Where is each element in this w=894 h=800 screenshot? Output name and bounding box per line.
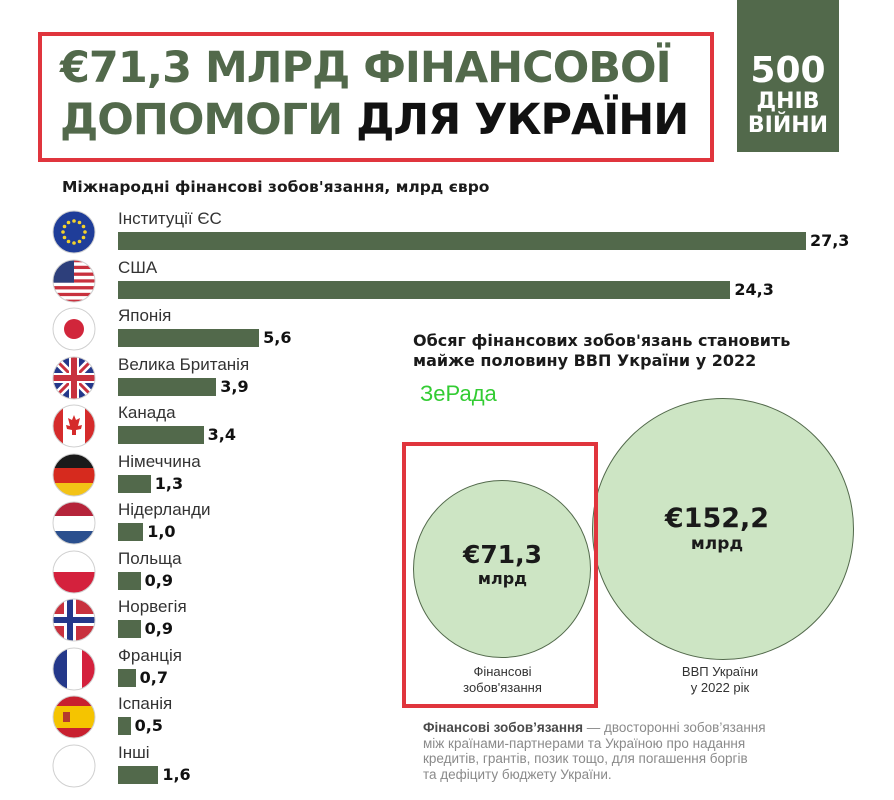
bar-row: Франція 0,7 (0, 646, 894, 694)
title-box: €71,3 МЛРД ФІНАНСОВОЇ ДОПОМОГИ ДЛЯ УКРАЇ… (38, 32, 714, 162)
bar-category-label: Канада (118, 403, 176, 422)
bar-value-label: 27,3 (809, 231, 850, 250)
bar-category-label: США (118, 257, 158, 277)
commitments-highlight-box (402, 442, 598, 708)
commitments-circle (413, 480, 591, 658)
badge-number: 500 (750, 50, 826, 91)
commitments-caption: Фінансові зобов'язання (430, 664, 575, 696)
bar-row: Нідерланди 1,0 (0, 500, 894, 548)
gdp-value: €152,2 (664, 503, 770, 534)
bar (118, 377, 217, 396)
bar-value-label: 0,7 (139, 667, 168, 687)
commitments-caption-line1: Фінансові (473, 664, 532, 679)
bar-row: Німеччина 1,3 (0, 452, 894, 500)
bar (118, 232, 806, 250)
commitments-value-block: €71,3 млрд (430, 540, 575, 589)
bar-row: Норвегія 0,9 (0, 597, 894, 645)
gdp-circle (592, 398, 854, 660)
page-title-line2: ДОПОМОГИ ДЛЯ УКРАЇНИ (60, 94, 689, 146)
japan-flag-icon (52, 307, 96, 351)
bar (118, 668, 136, 687)
badge-word-days: ДНІВ (756, 89, 820, 114)
other-flag-icon (52, 744, 96, 788)
bar-value-label: 0,9 (144, 570, 174, 590)
netherlands-flag-icon (52, 501, 96, 545)
bar-row: США 24,3 (0, 258, 894, 306)
bar-value-label: 1,3 (154, 473, 184, 493)
days-of-war-badge: 500 ДНІВ ВІЙНИ (737, 0, 839, 152)
chart-title: Міжнародні фінансові зобов'язання, млрд … (62, 178, 490, 196)
bar (118, 329, 260, 347)
commitments-caption-line2: зобов'язання (463, 680, 542, 695)
commitments-value: €71,3 (462, 540, 543, 569)
bar-category-label: Норвегія (118, 597, 187, 616)
bar (118, 474, 151, 493)
bar-value-label: 5,6 (263, 328, 292, 347)
bar-category-label: Японія (118, 306, 172, 325)
gdp-caption: ВВП України у 2022 рік (630, 664, 810, 696)
gdp-unit: млрд (690, 534, 744, 554)
title-word-dopomogy: ДОПОМОГИ (60, 95, 343, 145)
bar-category-label: Німеччина (118, 451, 201, 471)
bar-value-label: 1,0 (147, 522, 176, 541)
bar-category-label: Інституції ЄС (118, 209, 222, 228)
usa-flag-icon (52, 259, 96, 303)
bar-value-label: 3,9 (220, 376, 249, 396)
bar-category-label: Франція (118, 645, 182, 665)
comparison-heading-line2: майже половину ВВП України у 2022 (413, 351, 757, 370)
bar-category-label: Польща (118, 548, 182, 568)
page-title-line1: €71,3 МЛРД ФІНАНСОВОЇ (60, 43, 672, 93)
uk-flag-icon (52, 356, 96, 400)
bar-value-label: 1,6 (162, 764, 191, 784)
footnote-term: Фінансові зобов’язання (423, 720, 584, 735)
bar (118, 571, 141, 590)
footnote-line1: — двосторонні зобов’язання (583, 720, 766, 735)
gdp-value-block: €152,2 млрд (622, 503, 812, 555)
germany-flag-icon (52, 453, 96, 497)
bar-value-label: 0,9 (144, 619, 174, 638)
poland-flag-icon (52, 550, 96, 594)
commitments-unit: млрд (477, 569, 528, 588)
eu-flag-icon (52, 210, 96, 254)
bar-value-label: 0,5 (134, 716, 163, 735)
bar (118, 620, 141, 638)
comparison-heading: Обсяг фінансових зобов'язань становить м… (413, 331, 790, 371)
bar-value-label: 24,3 (734, 279, 774, 299)
bar (118, 426, 204, 444)
bar-category-label: Іспанія (118, 694, 173, 713)
bar-category-label: Нідерланди (118, 500, 211, 519)
bar-row: Інші 1,6 (0, 743, 894, 791)
footnote: Фінансові зобов’язання — двосторонні зоб… (423, 720, 843, 782)
bar-row: Велика Британія 3,9 (0, 355, 894, 403)
canada-flag-icon (52, 404, 96, 448)
bar-value-label: 3,4 (207, 425, 237, 444)
france-flag-icon (52, 647, 96, 691)
bar-category-label: Інші (118, 742, 150, 762)
badge-word-war: ВІЙНИ (747, 113, 829, 138)
bar-row: Польща 0,9 (0, 549, 894, 597)
spain-flag-icon (52, 695, 96, 739)
footnote-line4: та дефіциту бюджету України. (423, 766, 612, 782)
comparison-heading-line1: Обсяг фінансових зобов'язань становить (413, 331, 791, 350)
bar (118, 523, 144, 541)
gdp-caption-line2: у 2022 рік (690, 680, 750, 695)
norway-flag-icon (52, 598, 96, 642)
bar-category-label: Велика Британія (118, 354, 250, 374)
bar (118, 717, 131, 735)
footnote-line2: між країнами-партнерами та Україною про … (423, 735, 746, 751)
bar (118, 280, 731, 299)
bar-row: Канада 3,4 (0, 403, 894, 451)
bar-row: Інституції ЄС 27,3 (0, 209, 894, 257)
footnote-line3: кредитів, грантів, позик тощо, для погаш… (423, 751, 748, 766)
gdp-caption-line1: ВВП України (681, 664, 759, 679)
bar (118, 765, 159, 784)
title-words-for-ukraine: ДЛЯ УКРАЇНИ (356, 95, 689, 145)
bar-row: Іспанія 0,5 (0, 694, 894, 742)
bar-row: Японія 5,6 (0, 306, 894, 354)
watermark: ЗеРада (420, 381, 497, 406)
